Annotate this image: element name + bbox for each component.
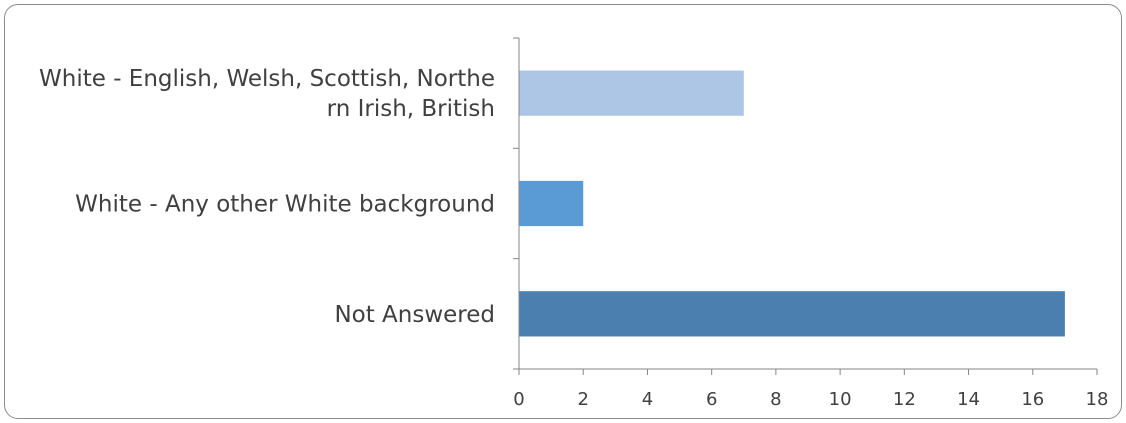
x-tick-label-8: 8 [770,389,781,410]
x-tick-label-18: 18 [1086,389,1109,410]
x-tick-label-0: 0 [513,389,524,410]
x-tick-label-14: 14 [957,389,980,410]
x-tick-label-6: 6 [706,389,717,410]
x-tick-label-12: 12 [893,389,916,410]
bar-3 [519,291,1065,337]
x-tick-labels: 0 2 4 6 8 10 12 14 16 18 [513,389,1108,410]
bar-1 [519,70,744,116]
bar-2 [519,180,584,227]
x-tick-label-16: 16 [1021,389,1044,410]
category-label-2: White - Any other White background [75,192,495,218]
bars [519,70,1065,337]
x-tick-label-2: 2 [577,389,588,410]
chart-frame [4,4,1122,419]
category-labels: White - English, Welsh, Scottish, Northe… [39,66,495,328]
category-label-1: White - English, Welsh, Scottish, Northe… [39,66,495,122]
category-label-3: Not Answered [334,302,495,328]
x-tick-label-4: 4 [642,389,653,410]
x-tick-label-10: 10 [829,389,852,410]
axes [513,37,1098,375]
